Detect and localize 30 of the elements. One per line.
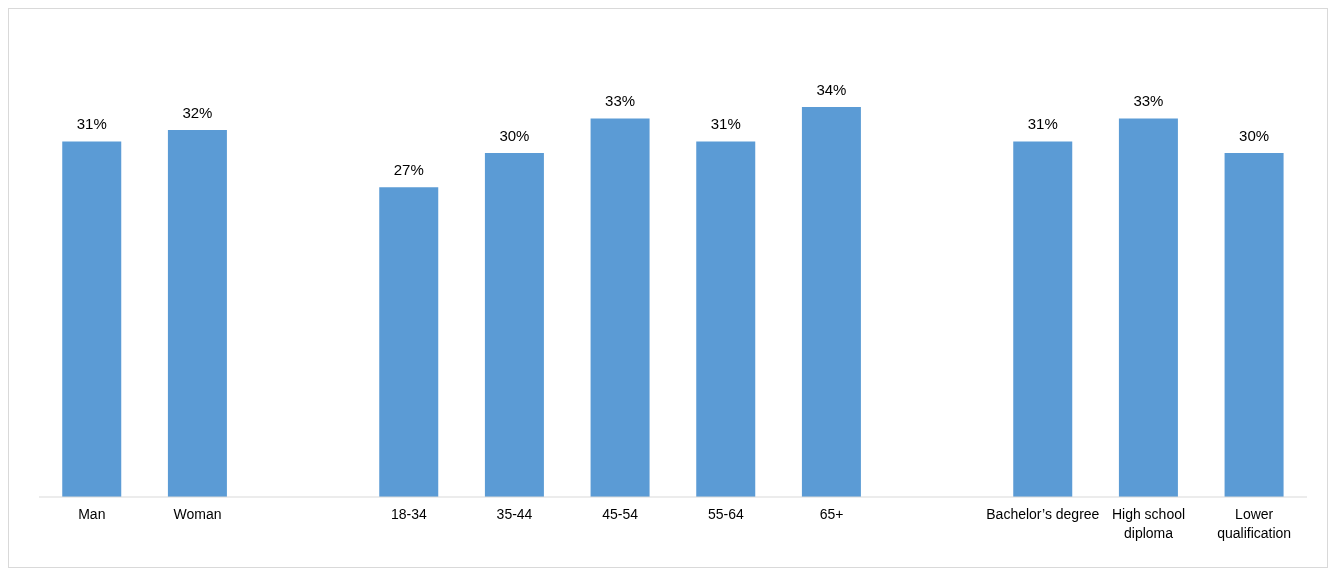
data-label: 31% — [1027, 115, 1058, 133]
x-tick-label: Woman — [173, 506, 222, 522]
bar — [1013, 141, 1073, 497]
data-label: 33% — [605, 92, 636, 110]
bar — [1224, 152, 1284, 497]
data-label: 31% — [76, 115, 107, 133]
data-label: 30% — [1239, 126, 1270, 144]
x-tick-label: Lower qualification — [1217, 506, 1292, 541]
bar — [696, 141, 756, 497]
bar — [590, 118, 650, 497]
bar — [167, 129, 227, 497]
x-tick-label: Man — [78, 506, 106, 522]
data-label: 34% — [816, 81, 847, 98]
bar — [62, 141, 122, 497]
data-label: 33% — [1133, 92, 1164, 110]
bar — [484, 152, 544, 497]
data-label: 30% — [499, 126, 530, 144]
data-label: 31% — [710, 115, 741, 133]
x-tick-label: 18-34 — [390, 506, 427, 522]
bar — [379, 187, 439, 497]
x-tick-label: High school diploma — [1111, 506, 1186, 541]
data-label: 27% — [393, 161, 424, 179]
data-label: 32% — [182, 103, 213, 121]
x-tick-label: 55-64 — [707, 506, 744, 522]
bar — [801, 107, 861, 497]
x-tick-label: 65+ — [819, 506, 844, 522]
x-tick-label: 45-54 — [602, 506, 639, 522]
x-tick-label: Bachelor’s degree — [986, 506, 1100, 522]
bar — [1118, 118, 1178, 497]
x-tick-label: 35-44 — [496, 506, 533, 522]
